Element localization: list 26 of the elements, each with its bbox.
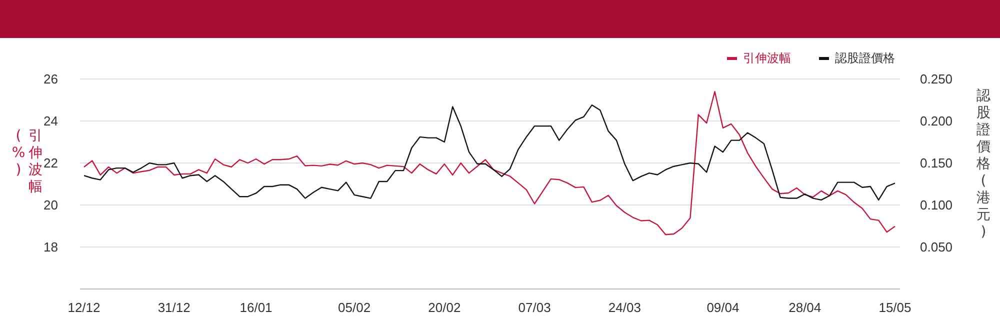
line-series <box>83 91 896 236</box>
x-tick-label: 20/02 <box>428 300 461 316</box>
x-tick-label: 28/04 <box>788 300 822 316</box>
x-tick-label: 12/12 <box>68 300 100 316</box>
x-tick-label: 05/02 <box>338 300 371 316</box>
legend-label: 認股證價格 <box>835 50 895 67</box>
y2-tick-label: 0.100 <box>920 198 953 213</box>
text: 認股證價格(港元) <box>976 88 990 240</box>
y-tick-label: 22 <box>44 156 58 171</box>
y2-tick-label: 0.150 <box>920 156 953 171</box>
x-tick-label: 31/12 <box>158 300 190 316</box>
y2-tick-label: 0.200 <box>920 114 953 129</box>
x-tick-label: 09/04 <box>706 300 740 316</box>
y-tick-label: 20 <box>44 198 58 213</box>
y2-tick-label: 0.250 <box>920 72 953 87</box>
x-tick-label: 16/01 <box>240 300 272 316</box>
x-tick-label: 15/05 <box>878 300 912 316</box>
legend-label: 引伸波幅 <box>743 50 791 67</box>
text: 引伸波幅(%) <box>12 128 42 195</box>
x-tick-label: 07/03 <box>518 300 551 316</box>
y-tick-label: 26 <box>44 72 58 87</box>
y-tick-label: 18 <box>44 240 58 255</box>
x-tick-label: 24/03 <box>608 300 641 316</box>
y-tick-label: 24 <box>44 114 58 129</box>
line-series <box>83 104 896 201</box>
y2-tick-label: 0.050 <box>920 240 953 255</box>
